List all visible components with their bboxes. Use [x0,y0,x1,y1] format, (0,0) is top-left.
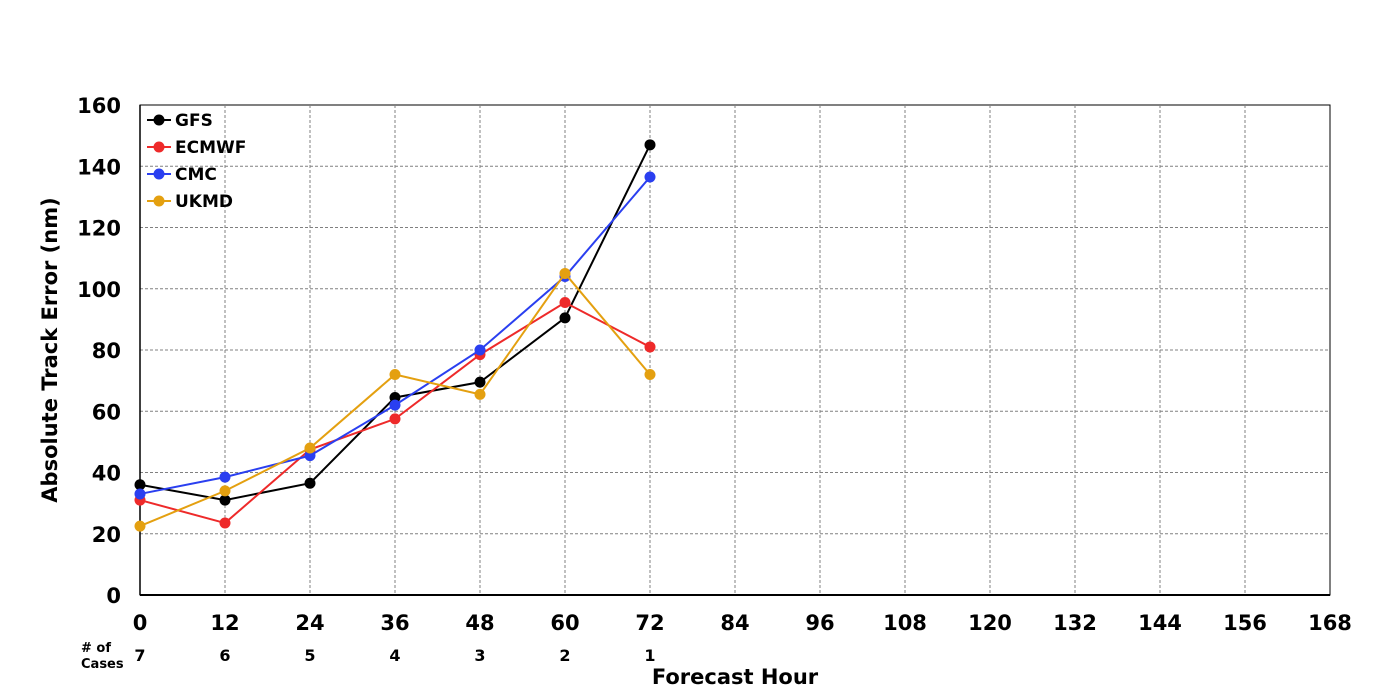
y-tick-label: 160 [77,94,121,118]
x-tick-label: 108 [883,611,927,635]
x-tick-label: 0 [133,611,148,635]
y-tick-label: 0 [106,584,121,608]
legend-label-gfs: GFS [175,111,213,131]
case-count: 7 [134,646,145,665]
data-point-cmc [644,171,656,183]
x-tick-label: 168 [1308,611,1352,635]
y-tick-label: 60 [92,400,121,424]
x-tick-label: 24 [295,611,324,635]
y-tick-label: 80 [92,339,121,363]
y-tick-label: 40 [92,462,121,486]
legend-marker-cmc [153,168,165,180]
data-point-gfs [134,479,146,491]
x-tick-label: 36 [380,611,409,635]
data-point-ukmd [644,369,656,380]
cases-label-line2: Cases [81,657,124,672]
x-tick-label: 132 [1053,611,1097,635]
case-count: 3 [474,646,485,665]
data-point-gfs [389,391,401,403]
data-point-ukmd [474,388,486,400]
x-tick-label: 120 [968,611,1012,635]
x-tick-label: 96 [805,611,834,635]
x-tick-label: 48 [465,611,494,635]
cases-row: # of Cases 7 6 5 4 3 2 1 [81,641,656,672]
case-count: 6 [219,646,230,665]
x-tick-label: 12 [210,611,239,635]
legend-label-ecmwf: ECMWF [175,138,246,158]
data-point-gfs [644,139,656,151]
legend-marker-ecmwf [153,141,165,153]
y-tick-label: 140 [77,155,121,179]
data-point-ukmd [219,485,231,497]
case-count: 4 [389,646,400,665]
data-point-cmc [474,344,486,356]
data-point-cmc [389,399,401,411]
data-point-gfs [304,477,316,489]
axes: 0 12 24 36 48 60 72 84 96 108 120 132 144 156 168 0 20 40… [77,94,1352,635]
case-count: 2 [559,646,570,665]
x-tick-label: 60 [550,611,579,635]
y-axis-title: Absolute Track Error (nm) [38,197,62,502]
y-tick-label: 20 [92,523,121,547]
y-tick-label: 100 [77,278,121,302]
data-point-ukmd [134,520,146,532]
x-tick-label: 84 [720,611,749,635]
data-point-ecmwf [219,517,231,529]
data-point-ukmd [559,267,571,279]
case-count: 1 [644,646,655,665]
case-count: 5 [304,646,315,665]
legend-label-cmc: CMC [175,165,217,185]
data-point-cmc [134,488,146,500]
data-point-ecmwf [559,297,571,309]
data-point-ukmd [389,369,401,380]
data-point-cmc [219,471,231,483]
data-point-ecmwf [644,341,656,353]
x-tick-label: 144 [1138,611,1182,635]
data-point-gfs [474,376,486,388]
data-point-gfs [559,312,571,324]
data-point-ukmd [304,442,316,454]
x-axis-title: Forecast Hour [652,665,819,689]
x-tick-label: 156 [1223,611,1267,635]
data-point-cmc [304,450,316,462]
legend: GFS ECMWF CMC UKMD [147,111,246,212]
data-point-gfs [219,494,231,506]
cases-label-line1: # of [81,641,111,656]
y-tick-label: 120 [77,217,121,241]
series-lines [134,139,656,532]
x-tick-label: 72 [635,611,664,635]
grid-lines [140,105,1330,595]
legend-marker-gfs [153,114,165,126]
data-point-ecmwf [389,413,401,425]
legend-marker-ukmd [153,195,165,207]
legend-label-ukmd: UKMD [175,192,233,212]
